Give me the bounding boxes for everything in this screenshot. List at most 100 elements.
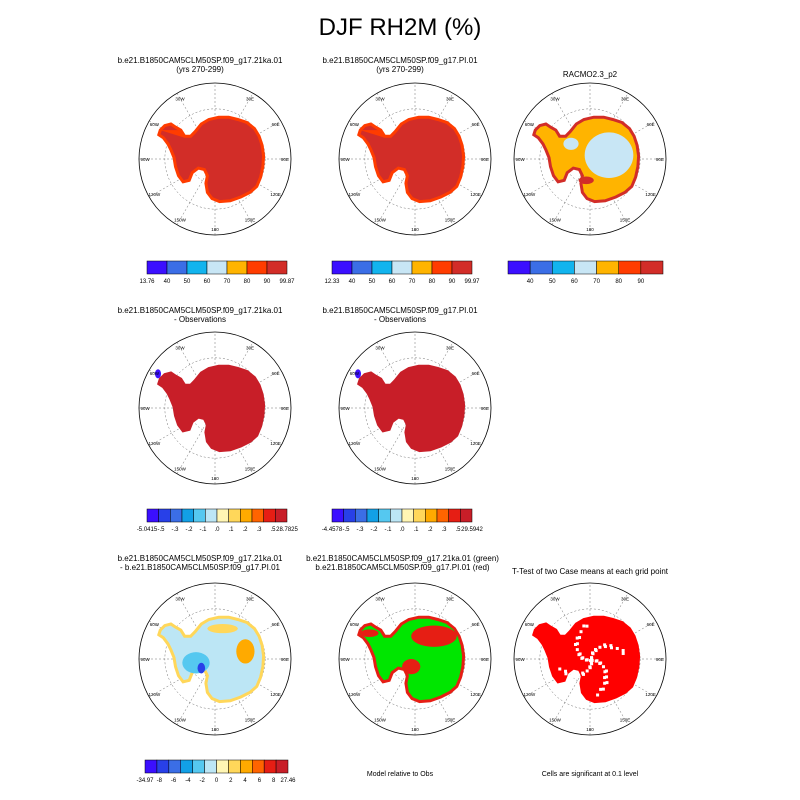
colorbar-tick-label: 4	[243, 778, 247, 784]
lon-label: 30E	[446, 345, 454, 350]
colorbar-swatch	[351, 260, 373, 275]
lon-label: 120W	[349, 692, 362, 697]
insignificant-cell	[584, 658, 588, 662]
coastal-patch	[160, 130, 185, 138]
footnote-cells-significant: Cells are significant at 0.1 level	[541, 771, 639, 778]
lon-label: 30E	[446, 596, 454, 601]
parallel-circle	[364, 608, 466, 710]
lon-label: 60E	[647, 622, 655, 627]
colorbar-swatch	[252, 759, 265, 774]
lon-label: 150W	[174, 218, 187, 223]
lon-label: 90E	[656, 157, 664, 162]
lon-label: 60W	[525, 122, 535, 127]
colorbar-tick-label: .1	[228, 527, 234, 533]
colorbar-swatch	[251, 508, 264, 523]
colorbar-tick-label: .1	[413, 527, 419, 533]
insignificant-cell	[598, 645, 602, 649]
interior-patch	[197, 662, 206, 674]
colorbar-swatch	[156, 759, 170, 774]
lon-label: 120E	[645, 192, 656, 197]
colorbar-swatch	[391, 260, 413, 275]
insignificant-cell	[609, 644, 613, 648]
colorbar-tick-label: 60	[389, 279, 396, 285]
lon-label: 120W	[349, 192, 362, 197]
lon-label: 30E	[246, 596, 254, 601]
colorbar-swatch	[640, 260, 664, 275]
insignificant-cell	[615, 646, 619, 650]
colorbar-tick-label: 0	[215, 778, 219, 784]
panel-title-7: b.e21.B1850CAM5CLM50SP.f09_g17.21ka.01 (…	[305, 554, 500, 572]
lon-label: 150E	[445, 218, 456, 223]
insignificant-cell	[603, 676, 607, 680]
lon-label: 60E	[472, 122, 480, 127]
land-fill	[157, 615, 266, 704]
colorbar-tick-label: 50	[549, 279, 556, 285]
colorbar-tick-label: -34.97	[136, 778, 154, 784]
insignificant-cell	[576, 673, 580, 677]
colorbar-swatch	[192, 759, 205, 774]
colorbar-swatch	[240, 508, 253, 523]
colorbar-tick-label: 6	[258, 778, 262, 784]
colorbar-swatch	[331, 508, 344, 523]
lon-label: 30W	[550, 96, 560, 101]
parallel-circle	[364, 357, 466, 459]
lon-label: 150E	[620, 218, 631, 223]
colorbar-swatch	[331, 260, 353, 275]
colorbar-tick-label: 12.33	[324, 279, 340, 285]
colorbar-tick-label: .3	[441, 527, 447, 533]
colorbar-tick-label: -.2	[185, 527, 193, 533]
lon-label: 90W	[340, 657, 350, 662]
colorbar-tick-label: -.1	[384, 527, 392, 533]
insignificant-cell	[603, 670, 607, 674]
lon-label: 90E	[281, 657, 289, 662]
colorbar-tick-label: -6	[171, 778, 177, 784]
colorbar-tick-label: -.5	[342, 527, 350, 533]
insignificant-cell	[590, 651, 594, 655]
lon-label: 60E	[272, 371, 280, 376]
colorbar-swatch	[507, 260, 531, 275]
lon-label: 30W	[175, 96, 185, 101]
panel-title-3: RACMO2.3_p2	[495, 70, 685, 79]
colorbar-tick-label: 70	[409, 279, 416, 285]
panel-5-title-line1: b.e21.B1850CAM5CLM50SP.f09_g17.PI.01	[322, 306, 478, 315]
lon-label: 90E	[481, 157, 489, 162]
interior-patch	[360, 629, 379, 637]
colorbar-swatch	[529, 260, 553, 275]
lon-label: 150W	[549, 218, 562, 223]
map-panel-4: 30W 30E 60W 60E 90W 90E 120W 120E 150W 150E 180	[138, 331, 292, 485]
colorbar-tick-label: 2	[229, 778, 233, 784]
colorbar-tick-label: 80	[244, 279, 251, 285]
lon-label: 30E	[246, 345, 254, 350]
colorbar-tick-label: 50	[369, 279, 376, 285]
colorbar-swatch	[431, 260, 453, 275]
colorbar-tick-label: .5	[455, 527, 461, 533]
insignificant-cell	[585, 624, 589, 628]
land-fill	[157, 364, 266, 453]
lon-label: 30E	[446, 96, 454, 101]
colorbar-swatch	[146, 260, 168, 275]
colorbar-6: -34.97 -8 -6 -4 -2 0 2 4 6 8 27.46	[136, 759, 296, 784]
panel-title-8: T-Test of two Case means at each grid po…	[495, 567, 685, 576]
colorbar-swatch	[181, 508, 194, 523]
insignificant-cell	[603, 681, 607, 685]
coastal-patch	[354, 369, 362, 379]
lon-label: 90E	[281, 157, 289, 162]
lon-label: 150W	[374, 718, 387, 723]
interior-patch	[563, 137, 579, 150]
lon-label: 60W	[350, 122, 360, 127]
map-panel-7: 30W 30E 60W 60E 90W 90E 120W 120E 150W 150E 180	[338, 582, 492, 736]
insignificant-cell	[601, 665, 605, 669]
lon-label: 150E	[445, 467, 456, 472]
lon-label: 150W	[374, 467, 387, 472]
colorbar-swatch	[170, 508, 183, 523]
panel-5-title-line2: - Observations	[373, 315, 427, 324]
map-panel-1: 30W 30E 60W 60E 90W 90E 120W 120E 150W 150E 180	[138, 82, 292, 236]
insignificant-cell	[575, 636, 579, 640]
panel-title-1: b.e21.B1850CAM5CLM50SP.f09_g17.21ka.01 (…	[110, 56, 290, 74]
panel-title-4: b.e21.B1850CAM5CLM50SP.f09_g17.21ka.01 -…	[110, 306, 290, 324]
lon-label: 30E	[621, 96, 629, 101]
colorbar-tick-label: -.3	[356, 527, 364, 533]
map-panel-6: 30W 30E 60W 60E 90W 90E 120W 120E 150W 150E 180	[138, 582, 292, 736]
lon-label: 150E	[620, 718, 631, 723]
